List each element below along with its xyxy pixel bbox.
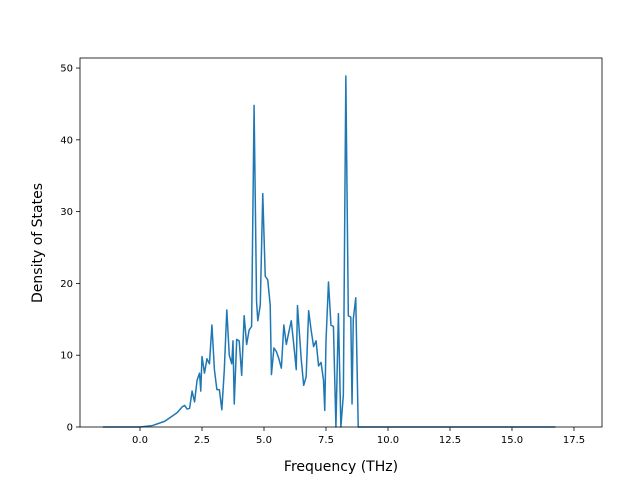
x-tick-label: 15.0 [501, 435, 523, 446]
plot-frame [79, 57, 603, 428]
x-tick-label: 7.5 [318, 435, 334, 446]
x-axis-label: Frequency (THz) [284, 459, 398, 475]
line [102, 75, 556, 428]
y-tick-label: 0 [67, 423, 73, 434]
y-tick-label: 50 [60, 64, 73, 75]
x-tick-label: 2.5 [194, 435, 210, 446]
x-tick-label: 17.5 [563, 435, 585, 446]
y-tick-label: 10 [60, 351, 73, 362]
x-tick-label: 12.5 [439, 435, 461, 446]
y-tick-label: 40 [60, 135, 73, 146]
y-axis-label: Density of States [30, 183, 46, 303]
y-tick-label: 20 [60, 279, 73, 290]
y-tick-label: 30 [60, 207, 73, 218]
x-tick-label: 0.0 [132, 435, 148, 446]
x-tick-label: 10.0 [377, 435, 399, 446]
x-tick-label: 5.0 [256, 435, 272, 446]
